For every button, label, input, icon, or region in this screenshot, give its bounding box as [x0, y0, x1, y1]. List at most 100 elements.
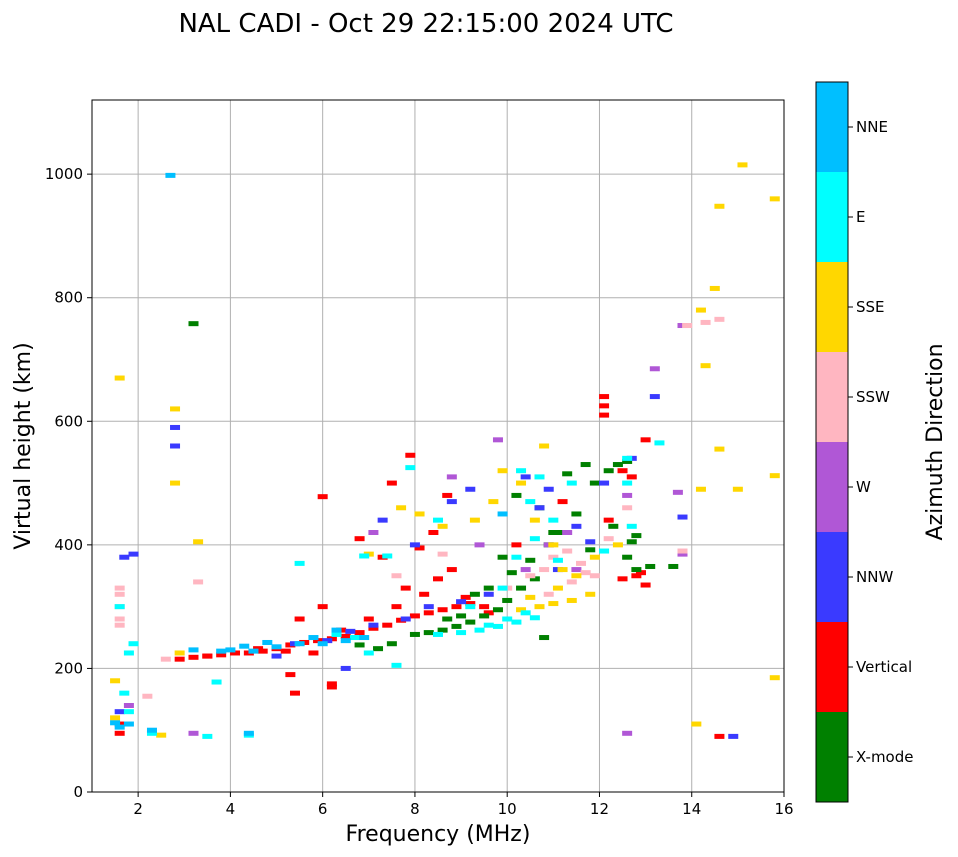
echo-x-mode [580, 462, 591, 468]
echo-sse [110, 715, 121, 721]
echo-nnw [368, 622, 379, 628]
echo-nnw [271, 653, 282, 659]
echo-nnw [534, 505, 545, 511]
echo-e [534, 474, 545, 480]
echo-vertical [460, 594, 471, 600]
data-marks [110, 162, 780, 739]
echo-ssw [700, 319, 711, 325]
echo-x-mode [548, 530, 559, 535]
echo-ssw [580, 570, 591, 576]
echo-sse [691, 721, 702, 727]
echo-vertical [409, 613, 420, 619]
echo-vertical [635, 570, 646, 576]
echo-vertical [188, 654, 199, 660]
y-tick-label: 800 [54, 289, 83, 307]
echo-e [529, 536, 540, 542]
x-tick-label: 12 [590, 800, 609, 818]
echo-nne [243, 730, 254, 736]
echo-vertical [451, 604, 462, 610]
echo-x-mode [525, 557, 536, 563]
echo-ssw [539, 567, 550, 573]
echo-vertical [386, 480, 397, 486]
echo-sse [529, 517, 540, 523]
echo-sse [469, 517, 480, 523]
echo-nnw [114, 709, 125, 715]
echo-vertical [174, 656, 185, 662]
echo-w [188, 730, 199, 736]
echo-sse [488, 499, 499, 505]
echo-x-mode [386, 641, 397, 647]
echo-vertical [391, 604, 402, 610]
echo-nne [239, 643, 250, 649]
echo-nne [114, 724, 125, 730]
echo-e [529, 615, 540, 621]
echo-vertical [363, 616, 374, 622]
echo-x-mode [497, 554, 508, 560]
echo-vertical [400, 585, 411, 591]
echo-sse [769, 196, 780, 202]
echo-x-mode [456, 613, 467, 619]
echo-sse [396, 505, 407, 511]
x-axis-label: Frequency (MHz) [346, 822, 531, 847]
echo-e [599, 548, 610, 554]
echo-sse [193, 539, 204, 545]
echo-x-mode [483, 585, 494, 591]
echo-e [359, 553, 370, 559]
echo-x-mode [631, 533, 642, 539]
echo-nnw [409, 542, 420, 548]
echo-x-mode [571, 511, 582, 517]
echo-nnw [170, 443, 181, 449]
echo-nne [340, 638, 351, 644]
colorbar-swatch [816, 352, 848, 442]
echo-vertical [308, 650, 319, 656]
y-tick-label: 200 [54, 659, 83, 677]
echo-sse [414, 511, 425, 517]
echo-x-mode [409, 631, 420, 637]
echo-x-mode [492, 607, 503, 613]
echo-x-mode [612, 462, 623, 468]
echo-sse [170, 406, 181, 412]
echo-nne [497, 511, 508, 517]
echo-w [649, 366, 660, 372]
echo-x-mode [442, 616, 453, 622]
colorbar-label-sse: SSE [856, 298, 885, 316]
echo-e [382, 553, 393, 559]
echo-ssw [391, 573, 402, 579]
echo-vertical [405, 452, 416, 458]
echo-nne [188, 647, 199, 653]
echo-nne [359, 635, 370, 641]
echo-x-mode [479, 613, 490, 619]
chart-title: NAL CADI - Oct 29 22:15:00 2024 UTC [178, 9, 673, 39]
gridlines [92, 100, 785, 793]
echo-e [123, 709, 134, 715]
echo-e [511, 554, 522, 560]
echo-ssw [682, 323, 693, 329]
echo-x-mode [469, 591, 480, 597]
echo-x-mode [506, 570, 517, 576]
echo-x-mode [539, 635, 550, 641]
colorbar-swatch [816, 442, 848, 532]
echo-vertical [617, 576, 628, 582]
echo-e [349, 635, 360, 641]
echo-w [123, 703, 134, 708]
echo-x-mode [585, 547, 596, 553]
colorbar-label-x-mode: X-mode [856, 748, 913, 766]
echo-sse [548, 542, 559, 548]
echo-e [391, 662, 402, 668]
echo-nnw [543, 486, 554, 492]
echo-vertical [479, 604, 490, 610]
echo-x-mode [622, 458, 633, 464]
echo-sse [714, 446, 725, 452]
echo-vertical [631, 573, 642, 579]
echo-ssw [525, 573, 536, 579]
echo-e [211, 679, 222, 685]
colorbar-frame [815, 81, 849, 803]
echo-x-mode [516, 585, 527, 591]
echo-vertical [280, 648, 291, 654]
echo-vertical [599, 394, 610, 400]
echo-ssw [603, 536, 614, 542]
echo-e [294, 560, 305, 566]
echo-e [483, 622, 494, 628]
echo-vertical [294, 616, 305, 622]
